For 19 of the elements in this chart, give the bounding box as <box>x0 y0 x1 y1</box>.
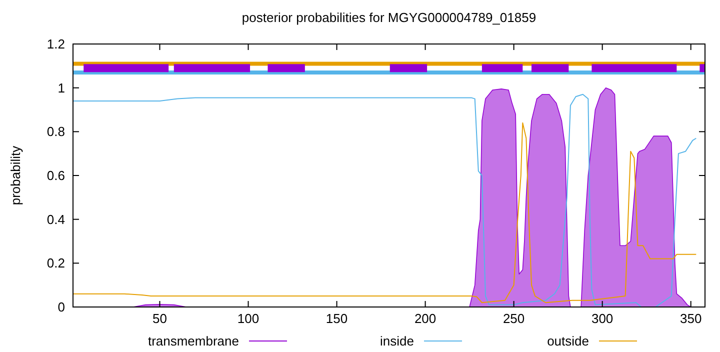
chart-title: posterior probabilities for MGYG000004789_01859 <box>242 10 536 25</box>
x-tick-label: 300 <box>591 311 614 326</box>
legend-label: inside <box>380 334 414 349</box>
legend-label: transmembrane <box>148 334 239 349</box>
y-tick-label: 0 <box>58 300 65 315</box>
y-tick-label: 0.8 <box>46 124 65 140</box>
y-tick-label: 0.2 <box>46 256 65 271</box>
x-tick-label: 350 <box>680 311 702 326</box>
x-tick-label: 100 <box>237 311 260 326</box>
x-tick-label: 200 <box>414 311 436 326</box>
y-tick-label: 0.6 <box>46 168 65 184</box>
y-tick-label: 0.4 <box>46 212 65 227</box>
y-tick-label: 1.2 <box>46 36 65 52</box>
legend-label: outside <box>547 334 589 349</box>
y-axis-title: probability <box>8 145 23 206</box>
x-tick-label: 150 <box>326 311 348 326</box>
x-tick-label: 250 <box>502 311 525 326</box>
x-tick-label: 50 <box>152 311 167 326</box>
y-tick-label: 1 <box>58 80 65 96</box>
